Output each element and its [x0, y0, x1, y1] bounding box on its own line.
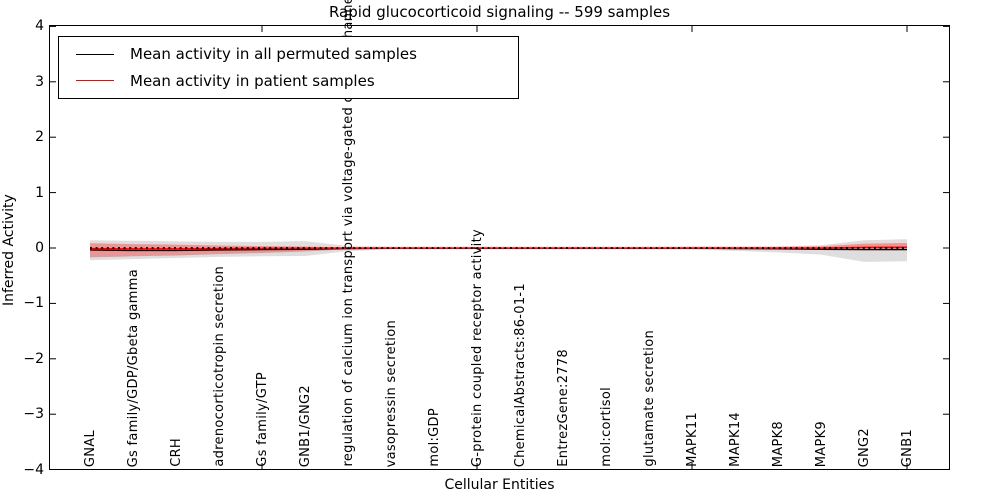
x-category-label: G-protein coupled receptor activity: [470, 228, 485, 467]
x-category-label: GNG2: [857, 427, 872, 467]
x-category-label: CRH: [169, 438, 184, 467]
y-tick-label: −1: [23, 295, 44, 312]
y-tick-label: 0: [35, 240, 44, 256]
x-category-label: mol:GDP: [427, 408, 442, 467]
series-lines: [89, 246, 908, 252]
y-tick-label: 2: [35, 129, 44, 146]
legend: Mean activity in all permuted samples Me…: [58, 36, 519, 99]
x-category-label: ChemicalAbstracts:86-01-1: [513, 282, 528, 467]
x-category-label: GNB1/GNG2: [298, 384, 313, 467]
x-category-label: Gs family/GTP: [255, 372, 270, 467]
x-category-label: MAPK11: [685, 412, 700, 467]
x-category-label: EntrezGene:2778: [556, 349, 571, 467]
x-category-label: MAPK14: [728, 412, 743, 467]
y-tick-label: −3: [23, 406, 44, 423]
legend-label-patient: Mean activity in patient samples: [130, 71, 375, 90]
y-tick-label: 4: [35, 18, 44, 35]
x-category-label: GNAL: [83, 429, 98, 467]
x-category-label: MAPK9: [814, 420, 829, 467]
x-category-label: adrenocorticotropin secretion: [212, 266, 227, 467]
plot-area: GNAL Gs family/GDP/Gbeta gamma CRH adrenoco…: [49, 0, 950, 470]
patient-std-band: [90, 243, 907, 258]
legend-label-permuted: Mean activity in all permuted samples: [130, 45, 417, 64]
y-tick-label: 3: [35, 73, 44, 90]
x-category-label: vasopressin secretion: [384, 319, 399, 467]
legend-entry-permuted: Mean activity in all permuted samples: [59, 45, 518, 63]
y-tick-label: −2: [23, 350, 44, 367]
x-category-label: mol:cortisol: [599, 387, 614, 467]
permuted-std-band: [90, 239, 907, 262]
chart-title: Rapid glucocorticoid signaling -- 599 sa…: [328, 3, 671, 21]
permuted-line-sample: [76, 53, 114, 55]
x-category-label: glutamate secretion: [642, 330, 657, 467]
y-tick-label: 1: [35, 184, 44, 201]
x-axis-title: Cellular Entities: [444, 477, 555, 493]
std-bands: [90, 239, 907, 262]
y-tick-label: −4: [23, 461, 44, 478]
axis-ticks: [50, 26, 949, 469]
plot-canvas: [50, 26, 949, 469]
x-category-label: MAPK8: [771, 420, 786, 467]
patient-line-sample: [76, 80, 114, 82]
x-category-label: Gs family/GDP/Gbeta gamma: [126, 268, 141, 467]
legend-entry-patient: Mean activity in patient samples: [59, 72, 518, 90]
x-category-label: GNB1: [900, 428, 915, 467]
